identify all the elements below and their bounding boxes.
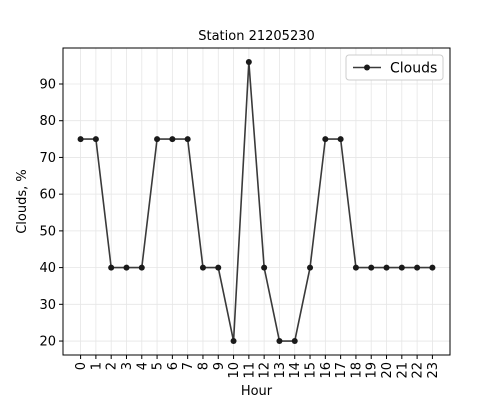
legend-label: Clouds bbox=[390, 61, 437, 77]
x-tick-label: 15 bbox=[304, 362, 319, 379]
data-point bbox=[383, 264, 390, 271]
y-tick-label: 90 bbox=[39, 77, 56, 92]
data-point bbox=[291, 338, 298, 345]
x-tick-label: 5 bbox=[151, 362, 166, 370]
data-point bbox=[245, 58, 252, 65]
plot-frame bbox=[62, 47, 451, 356]
x-tick-label: 22 bbox=[411, 362, 426, 379]
chart-title: Station 21205230 bbox=[198, 29, 315, 44]
x-tick-label: 14 bbox=[288, 362, 303, 379]
data-point bbox=[352, 264, 359, 271]
data-point bbox=[261, 264, 268, 271]
x-tick-label: 10 bbox=[227, 362, 242, 379]
x-tick-label: 9 bbox=[212, 362, 227, 370]
y-tick-label: 40 bbox=[39, 261, 56, 276]
grid-layer bbox=[63, 48, 450, 355]
x-tick-label: 17 bbox=[334, 362, 349, 379]
data-point bbox=[154, 136, 161, 143]
x-tick-label: 21 bbox=[395, 362, 410, 379]
data-point bbox=[368, 264, 375, 271]
data-point bbox=[123, 264, 130, 271]
x-tick-label: 1 bbox=[89, 362, 104, 370]
data-point bbox=[307, 264, 314, 271]
x-tick-label: 12 bbox=[258, 362, 273, 379]
y-tick-label: 30 bbox=[39, 298, 56, 313]
y-tick-label: 70 bbox=[39, 151, 56, 166]
x-tick-label: 0 bbox=[74, 362, 89, 370]
x-tick-label: 4 bbox=[135, 362, 150, 370]
legend: Clouds bbox=[345, 54, 444, 81]
data-point bbox=[230, 338, 237, 345]
data-point bbox=[77, 136, 84, 143]
x-tick-label: 2 bbox=[105, 362, 120, 370]
data-point bbox=[138, 264, 145, 271]
x-tick-label: 20 bbox=[380, 362, 395, 379]
data-point bbox=[184, 136, 191, 143]
x-tick-label: 11 bbox=[242, 362, 257, 379]
x-axis-title: Hour bbox=[241, 384, 273, 399]
data-point bbox=[199, 264, 206, 271]
x-tick-label: 7 bbox=[181, 362, 196, 370]
data-point bbox=[398, 264, 405, 271]
data-point bbox=[429, 264, 436, 271]
series-line bbox=[80, 61, 433, 342]
y-axis-title: Clouds, % bbox=[15, 169, 30, 234]
x-tick-label: 13 bbox=[273, 362, 288, 379]
data-point bbox=[215, 264, 222, 271]
data-point bbox=[414, 264, 421, 271]
legend-marker-swatch bbox=[364, 64, 370, 71]
data-point bbox=[169, 136, 176, 143]
legend-box bbox=[345, 54, 444, 81]
x-tick-label: 19 bbox=[365, 362, 380, 379]
x-tick-label: 23 bbox=[426, 362, 441, 379]
x-tick-label: 18 bbox=[349, 362, 364, 379]
data-point bbox=[92, 136, 99, 143]
y-tick-label: 50 bbox=[39, 224, 56, 239]
y-tick-label: 80 bbox=[39, 114, 56, 129]
y-tick-label: 20 bbox=[39, 335, 56, 350]
x-tick-label: 3 bbox=[120, 362, 135, 370]
series-layer bbox=[77, 58, 436, 345]
data-point bbox=[108, 264, 115, 271]
x-tick-label: 8 bbox=[196, 362, 211, 370]
x-tick-label: 16 bbox=[319, 362, 334, 379]
data-point bbox=[322, 136, 329, 143]
x-tick-label: 6 bbox=[166, 362, 181, 370]
y-tick-label: 60 bbox=[39, 188, 56, 203]
data-point bbox=[337, 136, 344, 143]
data-point bbox=[276, 338, 283, 345]
